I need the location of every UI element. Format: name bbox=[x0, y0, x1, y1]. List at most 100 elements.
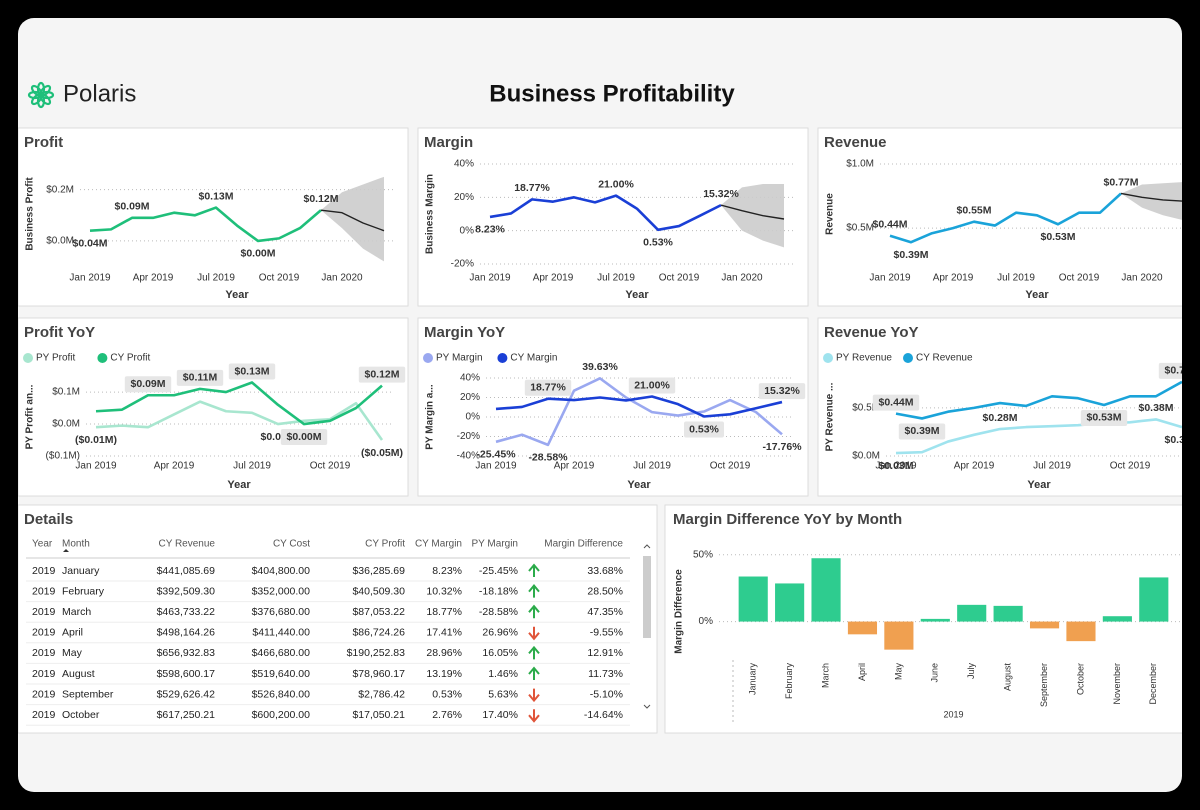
x-tick-label: January bbox=[748, 663, 758, 696]
data-label: $0.12M bbox=[303, 193, 338, 205]
y-axis-title: Revenue bbox=[825, 193, 836, 235]
panel-title: Margin YoY bbox=[424, 324, 505, 341]
table-cell: $463,733.22 bbox=[157, 606, 216, 618]
x-tick-label: Jan 2019 bbox=[75, 461, 117, 472]
table-cell: $441,085.69 bbox=[157, 565, 216, 577]
label-box bbox=[684, 421, 724, 438]
table-cell: -25.45% bbox=[479, 565, 518, 577]
legend-swatch bbox=[423, 353, 433, 363]
data-label: $0.30M bbox=[1164, 434, 1199, 446]
panel-title: Revenue YoY bbox=[824, 324, 918, 341]
panel-title: Profit bbox=[24, 134, 63, 151]
x-tick-label: Oct 2019 bbox=[259, 273, 300, 284]
data-label: 0.53% bbox=[643, 237, 673, 249]
y-tick-label: -20% bbox=[451, 259, 474, 270]
data-label: $0.09M bbox=[130, 378, 165, 390]
data-label: $0.04M bbox=[72, 237, 107, 249]
table-cell: April bbox=[62, 627, 83, 639]
x-tick-label: August bbox=[1003, 663, 1013, 692]
table-cell: 2019 bbox=[32, 668, 56, 680]
data-label: -17.76% bbox=[762, 441, 802, 453]
legend-label: CY Profit bbox=[110, 353, 150, 364]
legend-label: CY Revenue bbox=[916, 353, 973, 364]
y-tick-label: $0.5M bbox=[852, 402, 880, 413]
data-label: $0.53M bbox=[1040, 231, 1075, 243]
x-tick-label: Jan 2019 bbox=[469, 273, 511, 284]
table-cell: $656,932.83 bbox=[157, 647, 216, 659]
x-tick-label: Jan 2019 bbox=[875, 461, 917, 472]
data-label: ($0.01M) bbox=[75, 434, 117, 446]
x-tick-label: Jan 2019 bbox=[475, 461, 517, 472]
x-tick-label: Jul 2019 bbox=[197, 273, 235, 284]
y-axis-title: PY Margin a... bbox=[425, 384, 436, 450]
table-cell: $78,960.17 bbox=[352, 668, 405, 680]
x-tick-label: June bbox=[930, 663, 940, 683]
trend-up bbox=[528, 584, 540, 598]
table-cell: $529,626.42 bbox=[157, 688, 216, 700]
x-tick-label: Jan 2020 bbox=[321, 273, 363, 284]
x-axis-title: Year bbox=[625, 289, 649, 301]
data-label: 0.53% bbox=[689, 423, 719, 435]
x-tick-label: Oct 2019 bbox=[310, 461, 351, 472]
y-tick-label: $0.0M bbox=[852, 451, 880, 462]
bar bbox=[1029, 621, 1060, 629]
bar bbox=[884, 621, 914, 650]
column-header: PY Margin bbox=[471, 539, 518, 550]
table-cell: 17.41% bbox=[426, 627, 462, 639]
x-axis-title: Year bbox=[225, 289, 249, 301]
x-tick-label: Jan 2019 bbox=[69, 273, 111, 284]
legend-swatch bbox=[97, 353, 108, 363]
table-cell: February bbox=[62, 585, 105, 597]
x-tick-label: Oct 2019 bbox=[1059, 273, 1100, 284]
y-tick-label: 0% bbox=[466, 412, 481, 423]
label-box bbox=[898, 423, 946, 440]
forecast-band bbox=[721, 184, 784, 248]
table-cell: August bbox=[62, 668, 95, 680]
data-label: $0.00M bbox=[286, 431, 321, 443]
series-line bbox=[895, 380, 1182, 420]
label-box bbox=[176, 369, 224, 386]
table-cell: 2.76% bbox=[432, 709, 462, 721]
x-tick-label: November bbox=[1112, 663, 1122, 705]
legend-swatch bbox=[23, 353, 33, 363]
x-tick-label: Jul 2019 bbox=[1033, 461, 1071, 472]
series-line bbox=[495, 377, 783, 447]
x-axis-title: Year bbox=[227, 479, 251, 491]
y-tick-label: ($0.1M) bbox=[46, 451, 80, 462]
x-tick-label: Jan 2020 bbox=[1121, 273, 1163, 284]
x-axis-title: 2019 bbox=[943, 709, 963, 719]
table-cell: September bbox=[62, 688, 114, 700]
x-tick-label: Oct 2019 bbox=[659, 273, 700, 284]
data-label: $0.09M bbox=[114, 201, 149, 213]
data-label: 18.77% bbox=[514, 182, 550, 194]
table-cell: $498,164.26 bbox=[157, 627, 216, 639]
series-line bbox=[489, 194, 722, 232]
y-tick-label: 40% bbox=[454, 159, 474, 170]
y-tick-label: $0.2M bbox=[46, 184, 74, 195]
legend-swatch bbox=[497, 353, 508, 363]
bar bbox=[920, 618, 950, 622]
bar bbox=[847, 621, 878, 635]
x-tick-label: Oct 2019 bbox=[1110, 461, 1151, 472]
table-cell: 1.46% bbox=[488, 668, 518, 680]
content: Polaris Business Profitability Profit $0.… bbox=[18, 80, 1199, 734]
column-header: Month bbox=[62, 539, 90, 550]
table-cell: May bbox=[62, 647, 83, 659]
data-label: $0.28M bbox=[982, 412, 1017, 424]
column-header: CY Revenue bbox=[158, 539, 215, 550]
column-header: Margin Difference bbox=[544, 539, 623, 550]
label-box bbox=[628, 377, 676, 394]
scrollbar[interactable] bbox=[643, 556, 651, 638]
table-cell: $17,050.21 bbox=[352, 709, 405, 721]
label-box bbox=[758, 383, 806, 400]
x-tick-label: Jan 2020 bbox=[721, 273, 763, 284]
panel-title: Revenue bbox=[824, 134, 887, 151]
x-axis-title: Year bbox=[1027, 479, 1051, 491]
bar bbox=[775, 583, 805, 622]
x-tick-label: December bbox=[1148, 663, 1158, 705]
y-tick-label: $0.5M bbox=[846, 223, 874, 234]
y-tick-label: 0% bbox=[699, 616, 714, 627]
data-label: $0.12M bbox=[364, 368, 399, 380]
legend-label: PY Profit bbox=[36, 353, 75, 364]
x-tick-label: Apr 2019 bbox=[133, 273, 174, 284]
